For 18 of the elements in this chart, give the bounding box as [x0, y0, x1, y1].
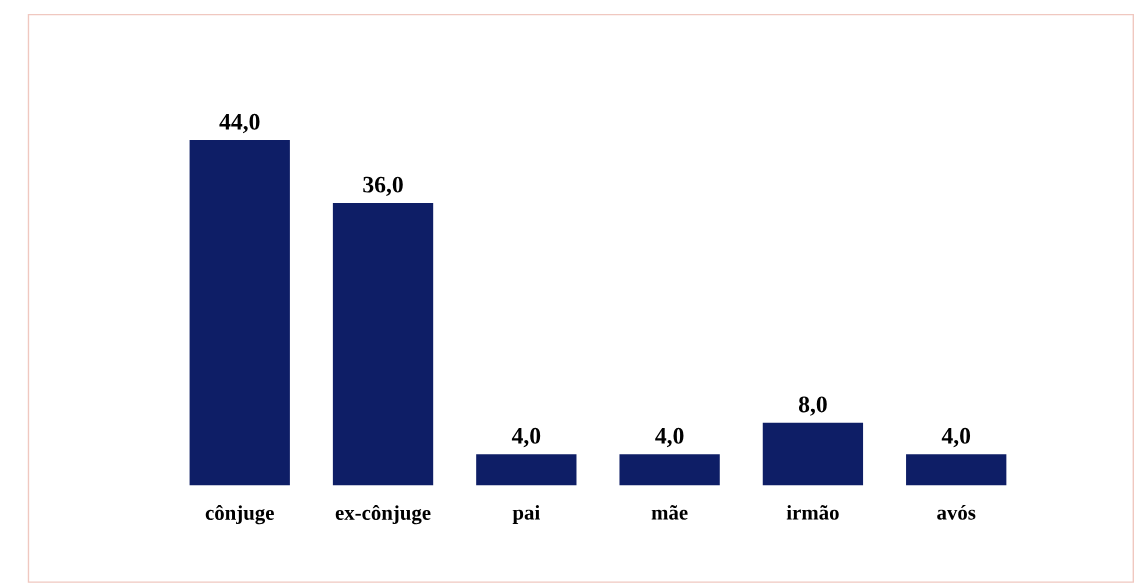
x-tick-label: ex-cônjuge — [335, 504, 431, 525]
x-tick-label: mãe — [651, 504, 688, 520]
data-label: 4,0 — [655, 427, 684, 448]
bar — [476, 454, 577, 486]
x-tick-label: irmão — [786, 504, 839, 520]
bar — [619, 454, 720, 486]
bar — [762, 422, 864, 486]
bar — [906, 454, 1007, 486]
x-tick-label: cônjuge — [205, 504, 274, 525]
data-label: 4,0 — [511, 427, 541, 448]
bar — [189, 140, 290, 486]
bar — [332, 202, 434, 486]
data-label: 4,0 — [941, 427, 971, 448]
x-tick-label: pai — [512, 504, 540, 524]
data-label: 8,0 — [798, 396, 827, 416]
x-tick-label: avós — [937, 504, 976, 520]
data-label: 44,0 — [219, 113, 260, 134]
data-label: 36,0 — [363, 176, 403, 196]
